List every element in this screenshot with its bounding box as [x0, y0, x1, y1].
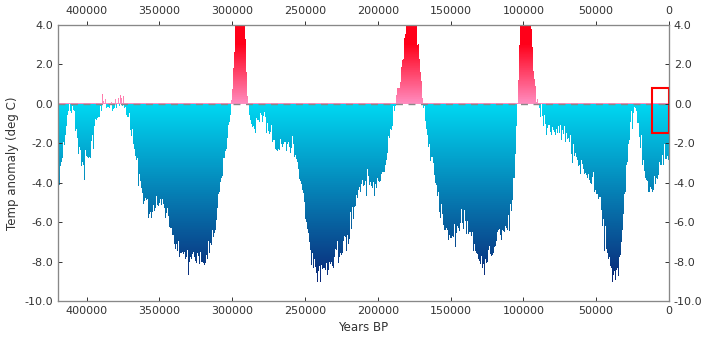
X-axis label: Years BP: Years BP [338, 321, 389, 335]
Bar [652, 88, 669, 133]
Y-axis label: Temp anomaly (deg C): Temp anomaly (deg C) [6, 96, 18, 230]
